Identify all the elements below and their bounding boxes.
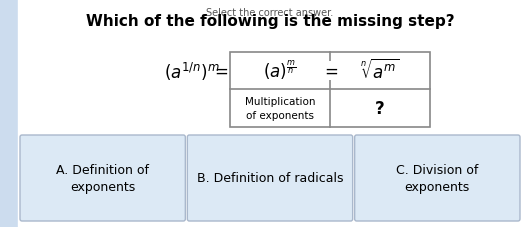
Text: ?: ?: [375, 100, 385, 118]
Text: B. Definition of radicals: B. Definition of radicals: [197, 172, 343, 185]
Text: A. Definition of
exponents: A. Definition of exponents: [56, 163, 149, 193]
Text: Multiplication
of exponents: Multiplication of exponents: [245, 97, 315, 120]
Text: $(a)^{\frac{m}{n}}$: $(a)^{\frac{m}{n}}$: [264, 59, 297, 82]
FancyBboxPatch shape: [20, 135, 185, 221]
Text: $\sqrt[n]{a^m}$: $\sqrt[n]{a^m}$: [360, 58, 400, 82]
FancyBboxPatch shape: [355, 135, 520, 221]
Text: Select the correct answer.: Select the correct answer.: [207, 8, 334, 18]
Text: $(a^{1/n})^m$: $(a^{1/n})^m$: [164, 60, 220, 82]
FancyBboxPatch shape: [187, 135, 353, 221]
Text: C. Division of
exponents: C. Division of exponents: [396, 163, 479, 193]
Text: $=$: $=$: [321, 63, 339, 80]
Text: Which of the following is the missing step?: Which of the following is the missing st…: [86, 13, 454, 28]
Text: $=$: $=$: [211, 63, 228, 80]
Bar: [230, 53, 430, 127]
Bar: [0, 0, 18, 227]
